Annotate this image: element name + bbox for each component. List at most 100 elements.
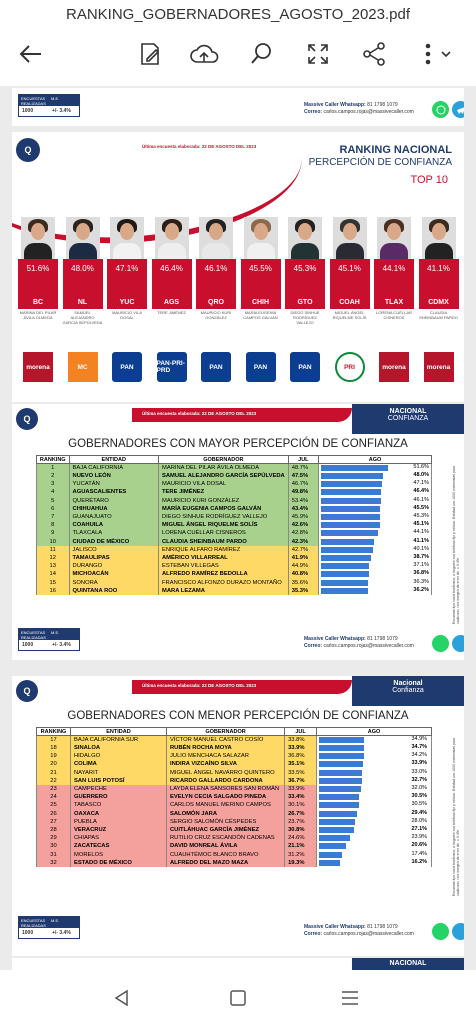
- governor-cell: MARA LEZAMA: [158, 586, 289, 595]
- share-button[interactable]: [356, 38, 392, 70]
- table-row: 1 BAJA CALIFORNIA MARINA DEL PILAR ÁVILA O…: [36, 463, 432, 472]
- jul-cell: 47.5%: [287, 472, 320, 481]
- nav-back-button[interactable]: [108, 984, 136, 1012]
- margin-value: +/- 3.4%: [52, 642, 71, 648]
- governor-name: MIGUEL ÁNGEL RIQUELME SOLÍS: [332, 310, 367, 320]
- state-cell: GUANAJUATO: [68, 512, 160, 522]
- governor-name: DIEGO SINHUE RODRÍGUEZ VALLEJO: [290, 310, 320, 325]
- rank-cell: 12: [36, 553, 70, 563]
- party-logo: morena: [379, 352, 409, 382]
- state-cell: COLIMA: [70, 760, 167, 769]
- col-header: RANKING: [36, 727, 71, 736]
- survey-head: ENCUESTAS REALIZADAS: [21, 630, 46, 640]
- header-nacional: NACIONAL: [352, 958, 464, 970]
- ago-cell: 34.9%: [316, 735, 432, 744]
- search-button[interactable]: [244, 38, 280, 70]
- state-cell: TAMAULIPAS: [68, 553, 160, 563]
- ago-bar: [321, 465, 389, 471]
- ago-bar: [319, 859, 341, 866]
- ago-value: 46.1%: [413, 496, 429, 503]
- jul-cell: 24.6%: [284, 834, 318, 843]
- score-pct: 45.5%: [249, 264, 272, 273]
- rank-cell: 7: [36, 512, 70, 522]
- ago-value: 38.7%: [413, 553, 429, 560]
- state-cell: GUERRERO: [70, 793, 167, 802]
- rank-cell: 19: [36, 752, 71, 761]
- more-menu-button[interactable]: [412, 38, 456, 70]
- rank-cell: 29: [36, 834, 71, 843]
- ago-bar: [319, 794, 359, 801]
- header-label: NACIONAL CONFIANZA: [352, 404, 464, 434]
- ago-bar: [319, 753, 364, 760]
- ago-value: 17.4%: [411, 850, 428, 857]
- governor-cell: INDIRA VIZCAÍNO SILVA: [165, 760, 286, 769]
- mail: carlos.campos.rojas@massivecaller.com: [323, 643, 414, 649]
- survey-date: Última encuesta elaborada: 22 DE AGOSTO …: [142, 411, 257, 416]
- state-cell: YUCATÁN: [68, 480, 160, 489]
- top10-label: TOP 10: [410, 174, 448, 186]
- table-row: 21 NAYARIT MIGUEL ÁNGEL NAVARRO QUINTERO 33…: [36, 768, 432, 777]
- ago-bar: [319, 843, 346, 850]
- state-code: CHIH: [251, 299, 270, 306]
- ago-cell: 51.6%: [318, 463, 432, 472]
- ago-cell: 45.1%: [318, 521, 432, 530]
- ago-cell: 36.8%: [318, 570, 432, 579]
- ago-bar: [321, 481, 383, 488]
- party-logo: PRI: [334, 352, 365, 382]
- state-code: AGS: [163, 299, 180, 306]
- ago-value: 40.1%: [413, 545, 429, 552]
- governor-name: LORENA CUÉLLAR CISNEROS: [376, 310, 412, 320]
- rank-cell: 21: [36, 768, 71, 777]
- ago-value: 45.5%: [413, 504, 429, 511]
- nav-recents-button[interactable]: [336, 984, 364, 1012]
- ago-cell: 16.2%: [316, 858, 432, 867]
- state-cell: BAJA CALIFORNIA SUR: [70, 735, 167, 744]
- table-row: 8 COAHUILA MIGUEL ÁNGEL RIQUELME SOLÍS 42.6…: [36, 521, 432, 530]
- fullscreen-button[interactable]: [300, 38, 336, 70]
- rank-cell: 32: [36, 858, 71, 867]
- nav-home-button[interactable]: [224, 984, 252, 1012]
- governor-photo: [377, 217, 411, 261]
- col-header: AGO: [316, 727, 432, 736]
- rank-cell: 6: [36, 504, 70, 513]
- table-row: 12 TAMAULIPAS AMÉRICO VILLARREAL 41.9% 38.7%: [36, 553, 432, 563]
- governor-card: 46.4% AGS TERE JIMÉNEZ: [151, 217, 192, 332]
- header-bar: [132, 408, 352, 422]
- wa-number: 81 1798 1079: [367, 924, 398, 930]
- governor-name: MARINA DEL PILAR ÁVILA OLMEDA: [19, 310, 57, 320]
- rank-cell: 18: [36, 744, 71, 753]
- pdf-page-1-footer: ENCUESTAS REALIZADAS M.E. 1000 +/- 3.4% Ma…: [12, 88, 464, 126]
- ago-bar: [321, 563, 370, 570]
- ago-value: 33.9%: [411, 760, 428, 767]
- governor-card: 41.1% CDMX CLAUDIA SHEINBAUM PARDO: [418, 217, 459, 332]
- whatsapp-icon: [432, 635, 449, 652]
- table-row: 19 HIDALGO JULIO MENCHACA SALAZAR 36.8% 34.2…: [36, 752, 432, 761]
- ago-bar: [321, 473, 384, 480]
- telegram-icon: [452, 923, 464, 940]
- table-row: 7 GUANAJUATO DIEGO SINHUE RODRÍGUEZ VALLEJ…: [36, 512, 432, 522]
- back-button[interactable]: [12, 38, 48, 70]
- governor-cell: DIEGO SINHUE RODRÍGUEZ VALLEJO: [158, 512, 289, 522]
- ago-value: 36.3%: [413, 578, 429, 585]
- governor-card: 48.0% NL SAMUEL ALEJANDRO GARCÍA SEPÚLVEDA: [62, 217, 103, 332]
- ago-value: 23.9%: [411, 834, 428, 841]
- jul-cell: 30.1%: [284, 801, 318, 810]
- ago-cell: 45.5%: [318, 504, 432, 513]
- ago-bar: [321, 546, 374, 553]
- ago-bar: [319, 826, 355, 833]
- edit-button[interactable]: [132, 38, 168, 70]
- rank-cell: 26: [36, 809, 71, 818]
- table-row: 17 BAJA CALIFORNIA SUR VÍCTOR MANUEL CASTR…: [36, 735, 432, 744]
- rank-cell: 9: [36, 529, 70, 538]
- score-pct: 45.1%: [338, 264, 361, 273]
- party-logo: PAN: [290, 352, 320, 382]
- ago-value: 51.6%: [413, 464, 429, 470]
- survey-table: ENCUESTAS REALIZADAS M.E. 1000 +/- 3.4%: [18, 628, 80, 651]
- ago-bar: [321, 571, 369, 578]
- wa-label: Massive Caller Whatsapp:: [304, 636, 366, 642]
- table-row: 10 CIUDAD DE MÉXICO CLAUDIA SHEINBAUM PARD…: [36, 537, 432, 546]
- ago-value: 34.2%: [411, 752, 428, 759]
- rank-cell: 14: [36, 570, 70, 579]
- cloud-upload-button[interactable]: [186, 38, 222, 70]
- state-code: BC: [32, 299, 44, 306]
